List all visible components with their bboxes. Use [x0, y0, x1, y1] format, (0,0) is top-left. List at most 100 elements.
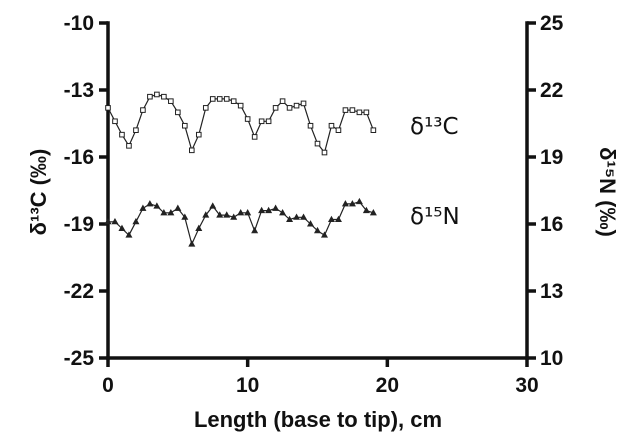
data-point-triangle: [362, 206, 370, 214]
data-point-triangle: [258, 206, 266, 214]
data-point-square: [258, 118, 265, 125]
data-point-triangle: [111, 217, 119, 225]
data-point-square: [140, 107, 146, 113]
data-point-square: [119, 131, 125, 138]
left-y-tick-label: -25: [64, 347, 95, 370]
data-point-triangle: [153, 202, 161, 209]
data-point-triangle: [307, 220, 315, 227]
series-label-d13c: δ¹³C: [410, 114, 459, 140]
data-point-square: [251, 134, 258, 140]
data-point-triangle: [244, 209, 252, 216]
right-y-tick-label: 22: [540, 79, 563, 102]
data-point-square: [321, 149, 328, 156]
data-point-square: [237, 102, 244, 109]
x-tick-label: 30: [515, 374, 538, 397]
data-point-triangle: [251, 226, 259, 234]
data-point-triangle: [146, 200, 154, 207]
data-point-square: [168, 98, 174, 104]
left-y-axis-title: δ¹³C (‰): [26, 149, 51, 236]
right-y-tick-label: 25: [540, 12, 564, 35]
data-point-square: [328, 122, 335, 129]
data-point-triangle: [286, 215, 294, 223]
left-y-tick-label: -19: [64, 213, 94, 236]
data-point-triangle: [327, 215, 335, 223]
data-point-triangle: [320, 231, 328, 238]
series-label-d15n: δ¹⁵N: [410, 204, 460, 230]
data-point-triangle: [195, 224, 203, 231]
right-y-tick-label: 10: [540, 347, 563, 370]
data-point-square: [147, 93, 153, 100]
x-tick-label: 0: [102, 374, 114, 397]
data-point-square: [279, 98, 286, 104]
data-point-square: [363, 109, 370, 116]
data-point-square: [126, 143, 132, 149]
data-point-triangle: [265, 206, 273, 214]
data-point-square: [342, 107, 349, 113]
data-point-triangle: [230, 213, 238, 220]
data-point-triangle: [181, 213, 189, 220]
data-point-triangle: [125, 231, 133, 238]
series-d15n: [104, 197, 377, 247]
data-point-square: [223, 96, 230, 102]
data-point-square: [307, 122, 314, 129]
data-point-triangle: [369, 209, 377, 216]
data-point-triangle: [355, 197, 363, 205]
data-point-square: [335, 127, 342, 134]
data-point-square: [314, 140, 321, 147]
data-point-square: [105, 105, 111, 111]
data-point-triangle: [272, 204, 280, 211]
series-line: [108, 201, 374, 246]
series-d13c: [105, 91, 377, 156]
data-point-square: [356, 109, 363, 116]
data-point-square: [272, 105, 279, 111]
data-point-triangle: [300, 213, 308, 220]
data-point-square: [209, 96, 216, 102]
data-point-square: [370, 127, 377, 134]
left-y-tick-label: -16: [64, 146, 94, 169]
data-point-triangle: [104, 217, 112, 225]
data-point-square: [182, 122, 188, 129]
x-axis-title: Length (base to tip), cm: [194, 407, 442, 432]
data-point-triangle: [160, 209, 168, 216]
data-point-square: [265, 118, 272, 125]
left-y-tick-label: -10: [64, 12, 94, 35]
right-y-tick-label: 13: [540, 280, 563, 303]
right-y-tick-label: 19: [540, 146, 563, 169]
data-point-square: [216, 96, 223, 102]
data-point-square: [112, 118, 118, 125]
data-point-square: [286, 105, 293, 111]
data-point-square: [161, 93, 167, 100]
data-point-triangle: [223, 211, 231, 218]
data-point-triangle: [132, 217, 140, 225]
right-y-axis-title: δ¹⁵N (‰): [595, 147, 620, 237]
left-y-tick-label: -22: [64, 280, 94, 303]
x-tick-label: 10: [236, 374, 259, 397]
data-point-square: [349, 107, 356, 113]
data-point-triangle: [188, 240, 196, 247]
data-point-square: [189, 147, 195, 154]
data-point-square: [244, 116, 251, 122]
data-point-square: [195, 131, 202, 138]
x-tick-label: 20: [376, 374, 399, 397]
data-point-square: [202, 105, 209, 111]
data-point-triangle: [209, 202, 217, 209]
left-y-tick-label: -13: [64, 79, 94, 102]
data-point-triangle: [202, 211, 210, 218]
data-point-triangle: [293, 213, 301, 220]
axes: -25 -22 -19 -16 -13 -10 10 13 16 19 22 25 0 10 20 30: [64, 12, 564, 397]
data-point-square: [133, 127, 139, 134]
data-point-square: [293, 102, 300, 109]
right-y-tick-label: 16: [540, 213, 563, 236]
data-point-square: [300, 100, 307, 107]
data-point-triangle: [237, 209, 245, 216]
data-point-square: [175, 109, 181, 116]
data-point-triangle: [139, 204, 147, 211]
data-point-triangle: [348, 200, 356, 207]
data-point-triangle: [118, 224, 126, 231]
data-point-square: [230, 98, 237, 104]
data-point-triangle: [334, 215, 342, 223]
data-point-triangle: [167, 209, 175, 216]
data-point-triangle: [279, 209, 287, 216]
data-point-triangle: [174, 204, 182, 211]
